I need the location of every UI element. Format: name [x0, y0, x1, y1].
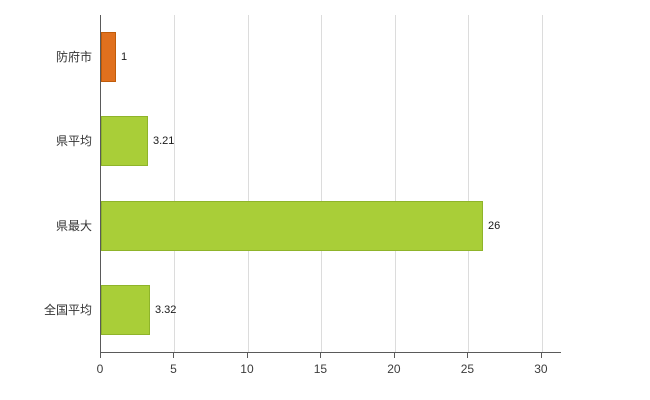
- bar: [101, 32, 116, 83]
- x-tick-mark: [100, 353, 101, 358]
- x-tick-mark: [393, 353, 395, 358]
- bar: [101, 284, 150, 335]
- x-tick-label: 25: [460, 362, 475, 376]
- bar-value-label: 26: [488, 219, 501, 232]
- bar-value-label: 3.21: [153, 135, 175, 148]
- category-axis: 防府市県平均県最大全国平均: [0, 0, 100, 400]
- gridline: [541, 15, 543, 352]
- gridline: [174, 15, 176, 352]
- category-label: 県最大: [55, 218, 92, 233]
- x-tick-label: 5: [170, 362, 177, 376]
- gridline: [321, 15, 323, 352]
- x-tick-label: 30: [534, 362, 548, 376]
- gridline: [247, 15, 249, 352]
- x-tick-label: 20: [387, 362, 401, 376]
- x-tick-mark: [246, 353, 248, 358]
- bar-value-label: 3.32: [155, 303, 177, 316]
- category-label: 防府市: [55, 50, 92, 65]
- x-tick-mark: [173, 353, 175, 358]
- category-label: 全国平均: [43, 302, 92, 317]
- category-label: 県平均: [55, 134, 92, 149]
- x-tick-label: 10: [240, 362, 254, 376]
- plot-area: 1 3.21 26 3.32: [100, 15, 561, 353]
- x-tick-mark: [467, 353, 469, 358]
- x-tick-label: 15: [313, 362, 328, 376]
- gridline: [394, 15, 396, 352]
- x-tick-mark: [540, 353, 542, 358]
- bar: [101, 116, 148, 167]
- bar: [101, 200, 483, 251]
- gridline: [468, 15, 470, 352]
- x-tick-mark: [320, 353, 322, 358]
- bar-value-label: 1: [121, 51, 128, 64]
